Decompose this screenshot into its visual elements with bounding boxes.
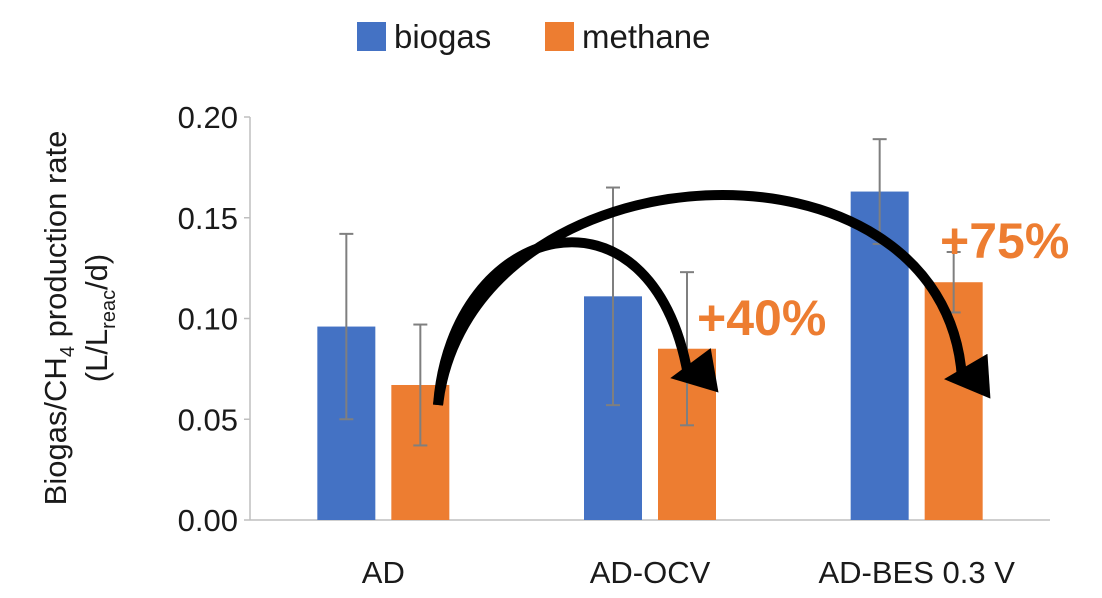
y-axis-label-line1: Biogas/CH4 production rate (38, 131, 79, 506)
y-axis-ticks: 0.00 0.05 0.10 0.15 0.20 (178, 100, 250, 538)
annotation-plus-75: +75% (940, 213, 1069, 269)
arrow-ad-to-ad-bes (433, 190, 991, 406)
legend: biogas methane (357, 18, 710, 55)
y-tick-label: 0.20 (178, 100, 238, 135)
y-tick-label: 0.00 (178, 503, 238, 538)
y-tick-label: 0.05 (178, 402, 238, 437)
legend-label-methane: methane (582, 18, 710, 55)
category-label: AD-BES 0.3 V (818, 555, 1015, 590)
category-label: AD-OCV (590, 555, 711, 590)
legend-swatch-biogas (357, 22, 386, 51)
error-bar-methane-0 (413, 323, 428, 447)
category-label: AD (362, 555, 405, 590)
y-axis-label-line2: (L/Lreac/d) (79, 254, 120, 383)
y-tick-label: 0.10 (178, 302, 238, 337)
legend-swatch-methane (545, 22, 574, 51)
y-tick-label: 0.15 (178, 201, 238, 236)
y-axis-label: Biogas/CH4 production rate (L/Lreac/d) (38, 131, 120, 506)
bar-methane-2 (924, 282, 983, 520)
error-bars (339, 138, 961, 447)
annotation-arrows (433, 190, 991, 406)
axes (249, 117, 1050, 521)
arrow-ad-to-ad-ocv (433, 237, 719, 406)
error-bar-biogas-1 (606, 186, 620, 407)
legend-label-biogas: biogas (394, 18, 491, 55)
category-labels: AD AD-OCV AD-BES 0.3 V (362, 555, 1015, 590)
annotation-plus-40: +40% (697, 290, 826, 346)
error-bar-biogas-0 (339, 232, 354, 421)
